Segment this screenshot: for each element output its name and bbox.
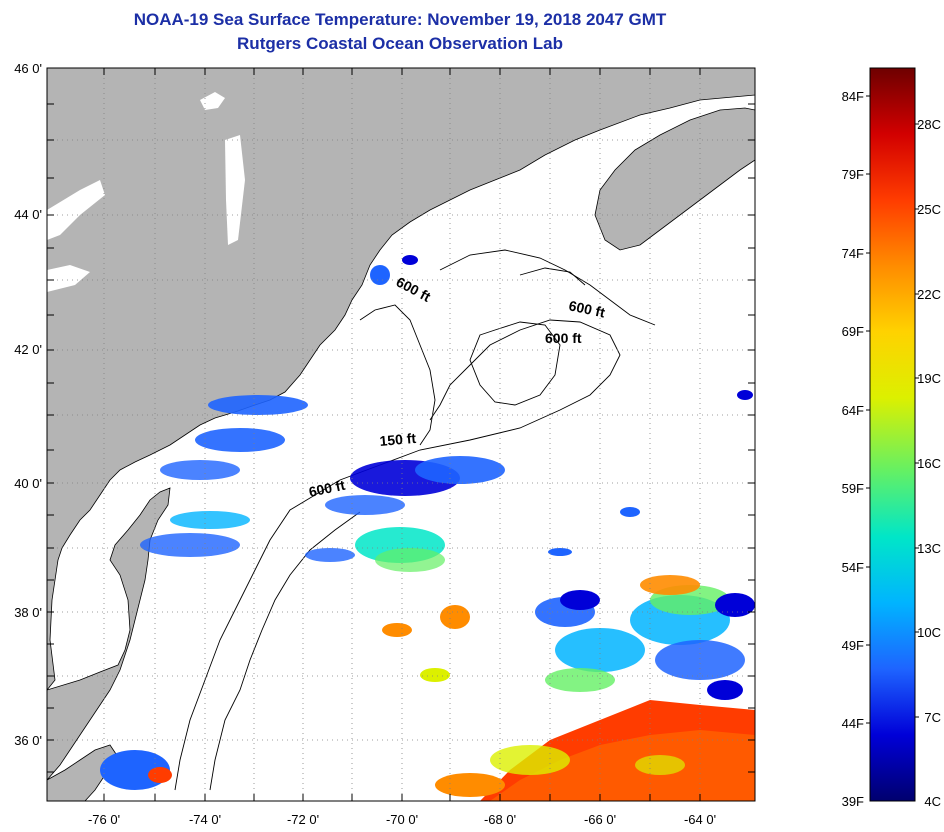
colorbar-f-label: 74F xyxy=(842,246,864,261)
lon-label: -72 0' xyxy=(287,812,319,827)
colorbar-ticks xyxy=(866,95,919,724)
chesapeake-bay xyxy=(60,540,100,660)
map-frame xyxy=(46,67,756,802)
contour-label: 150 ft xyxy=(379,430,417,449)
lake-champlain xyxy=(225,135,245,245)
contour-label: 600 ft xyxy=(307,477,346,500)
colorbar-f-label: 49F xyxy=(842,638,864,653)
lat-label: 44 0' xyxy=(14,207,42,222)
axis-ticks xyxy=(47,68,755,801)
lat-label: 38 0' xyxy=(14,605,42,620)
map-title: NOAA-19 Sea Surface Temperature: Novembe… xyxy=(133,10,667,29)
lon-label: -76 0' xyxy=(88,812,120,827)
colorbar-f-label: 44F xyxy=(842,716,864,731)
colorbar-c-label: 4C xyxy=(924,794,941,809)
contour-label: 600 ft xyxy=(545,330,582,346)
colorbar-c-label: 22C xyxy=(917,287,941,302)
lake-1 xyxy=(200,92,225,110)
lon-label: -66 0' xyxy=(584,812,616,827)
colorbar-f-label: 84F xyxy=(842,89,864,104)
lon-label: -70 0' xyxy=(386,812,418,827)
colorbar-f-label: 39F xyxy=(842,794,864,809)
colorbar-f-label: 59F xyxy=(842,481,864,496)
colorbar-c-label: 10C xyxy=(917,625,941,640)
colorbar-c-label: 25C xyxy=(917,202,941,217)
sst-observations xyxy=(100,255,755,801)
colorbar-c-label: 19C xyxy=(917,371,941,386)
colorbar-c-label: 28C xyxy=(917,117,941,132)
colorbar-f-label: 54F xyxy=(842,560,864,575)
contour-label: 600 ft xyxy=(567,297,606,320)
land-us-coast xyxy=(47,68,755,691)
land-mid-atlantic xyxy=(47,487,171,781)
lat-label: 36 0' xyxy=(14,733,42,748)
bathymetry-contours xyxy=(174,249,656,791)
map-subtitle: Rutgers Coastal Ocean Observation Lab xyxy=(237,34,563,53)
colorbar-f-label: 79F xyxy=(842,167,864,182)
colorbar-c-label: 16C xyxy=(917,456,941,471)
lake-3 xyxy=(47,265,90,292)
colorbar-c-label: 7C xyxy=(924,710,941,725)
colorbar xyxy=(869,67,916,802)
lake-2 xyxy=(47,180,105,240)
lon-label: -64 0' xyxy=(684,812,716,827)
lon-label: -74 0' xyxy=(189,812,221,827)
colorbar-f-label: 69F xyxy=(842,324,864,339)
colorbar-f-label: 64F xyxy=(842,403,864,418)
land-nova-scotia xyxy=(594,107,755,251)
lat-label: 42 0' xyxy=(14,342,42,357)
lat-label: 40 0' xyxy=(14,476,42,491)
lat-label: 46 0' xyxy=(14,61,42,76)
graticule xyxy=(47,68,755,801)
lon-label: -68 0' xyxy=(484,812,516,827)
colorbar-c-label: 13C xyxy=(917,541,941,556)
